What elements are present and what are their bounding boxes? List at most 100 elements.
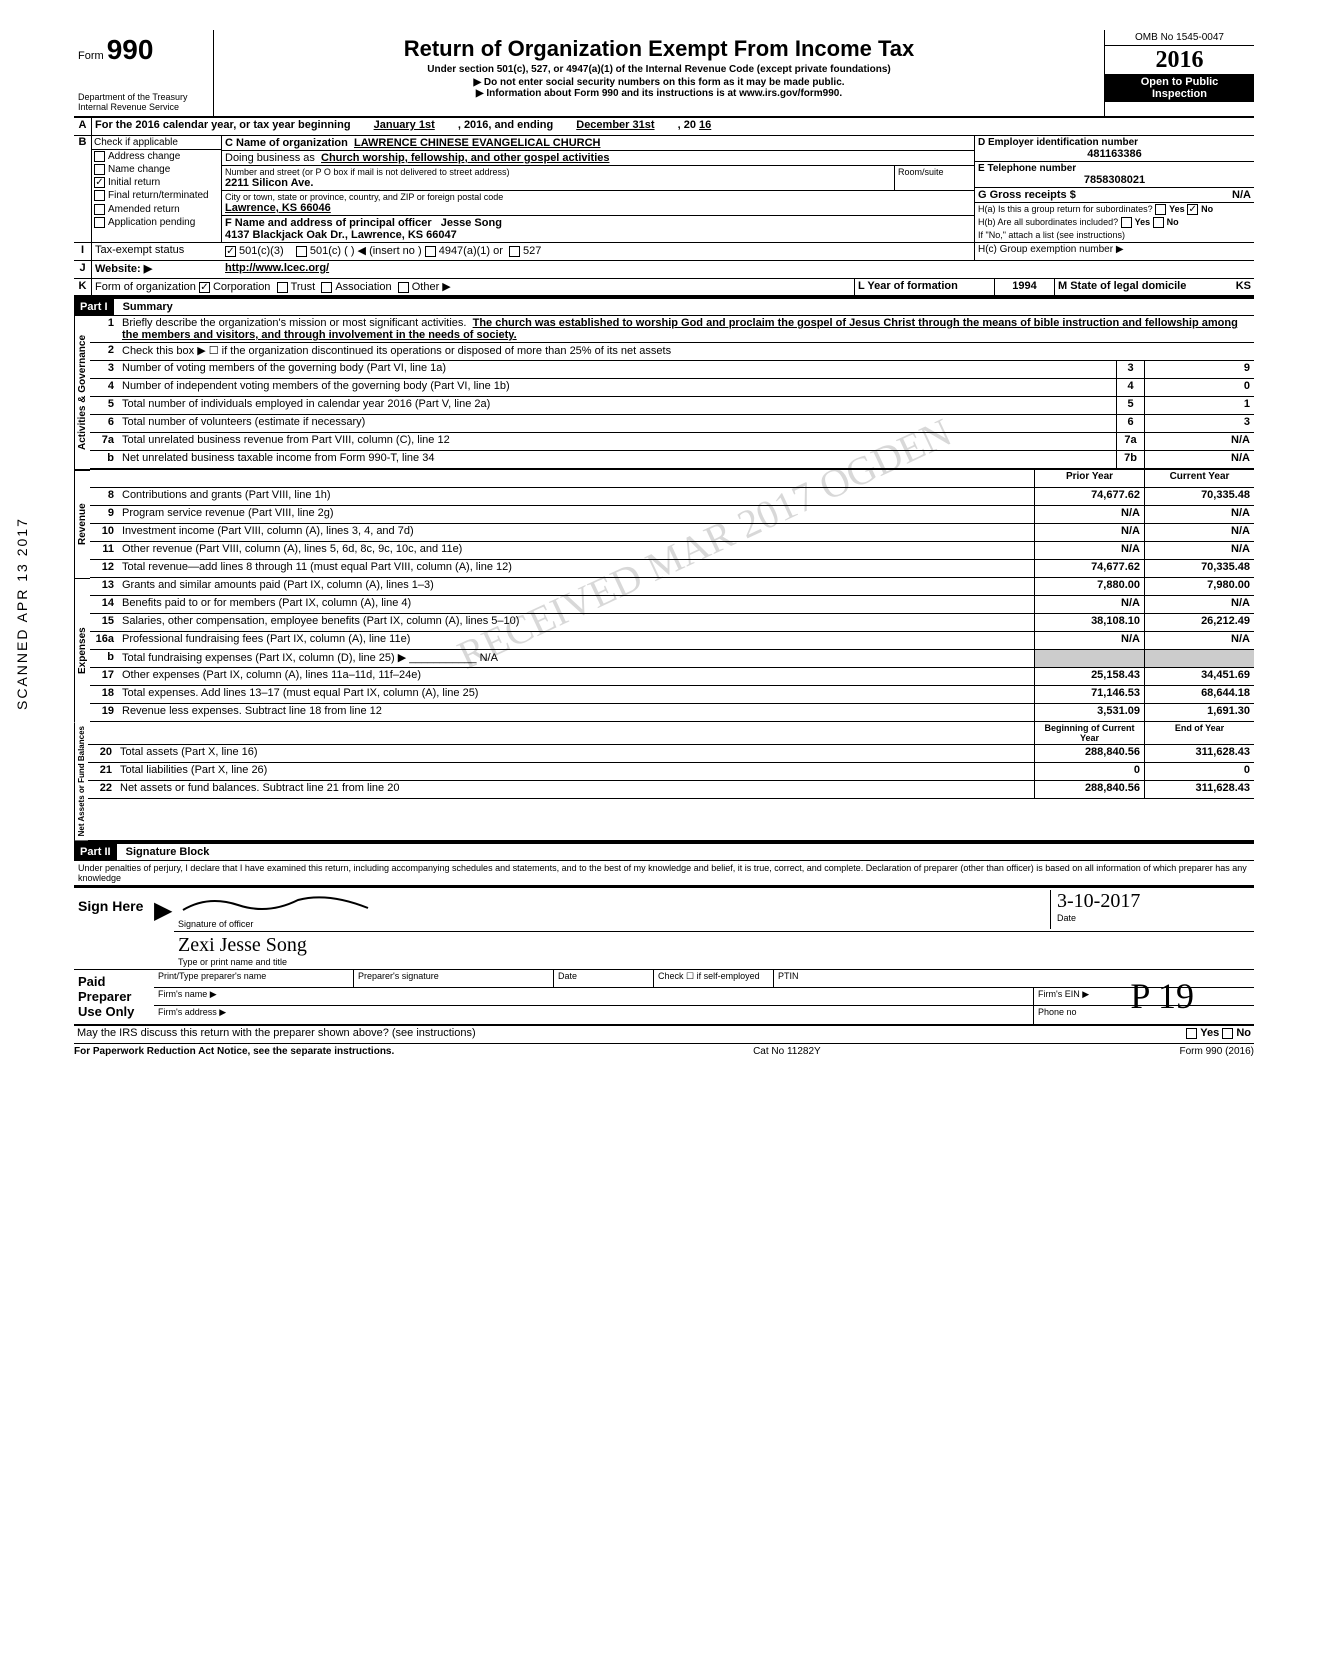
row-prior: N/A: [1034, 632, 1144, 649]
row-num: 15: [90, 614, 120, 631]
line-a-begin: January 1st: [354, 119, 455, 131]
row-box: 6: [1116, 415, 1144, 432]
sign-here-label: Sign Here: [74, 888, 154, 969]
row-val: N/A: [1144, 433, 1254, 450]
discuss-no: No: [1236, 1027, 1251, 1039]
opt-pending: Application pending: [108, 217, 195, 228]
chk-trust[interactable]: [277, 282, 288, 293]
row-label: Contributions and grants (Part VIII, lin…: [120, 488, 1034, 505]
vtab-expenses: Expenses: [74, 578, 90, 722]
tax-year: 2016: [1156, 47, 1204, 73]
row-2-num: 2: [90, 343, 120, 360]
row-num: 10: [90, 524, 120, 541]
row-curr: 1,691.30: [1144, 704, 1254, 721]
row-curr: N/A: [1144, 524, 1254, 541]
firm-addr-label: Firm's address ▶: [154, 1006, 1034, 1024]
row-prior: 25,158.43: [1034, 668, 1144, 685]
chk-discuss-yes[interactable]: [1186, 1028, 1197, 1039]
row-curr: 311,628.43: [1144, 745, 1254, 762]
row-label: Net assets or fund balances. Subtract li…: [118, 781, 1034, 798]
row-prior: N/A: [1034, 506, 1144, 523]
opt-final: Final return/terminated: [108, 191, 209, 202]
row-prior: 288,840.56: [1034, 781, 1144, 798]
row-num: 18: [90, 686, 120, 703]
chk-initial[interactable]: ✓: [94, 177, 105, 188]
hb-yes: Yes: [1135, 217, 1151, 227]
opt-trust: Trust: [291, 281, 316, 293]
row-label: Other expenses (Part IX, column (A), lin…: [120, 668, 1034, 685]
part2-title: Signature Block: [120, 846, 210, 858]
row-prior: 0: [1034, 763, 1144, 780]
form-label: Form: [78, 50, 104, 62]
cat-no: Cat No 11282Y: [753, 1046, 821, 1057]
chk-4947[interactable]: [425, 246, 436, 257]
sig-date: 3-10-2017: [1057, 890, 1250, 913]
main-title: Return of Organization Exempt From Incom…: [222, 36, 1096, 62]
chk-corp[interactable]: ✓: [199, 282, 210, 293]
row-num: 4: [90, 379, 120, 396]
row-prior: 71,146.53: [1034, 686, 1144, 703]
row-label: Total expenses. Add lines 13–17 (must eq…: [120, 686, 1034, 703]
typed-name: Zexi Jesse Song: [178, 934, 307, 956]
q1-label: Briefly describe the organization's miss…: [122, 317, 466, 329]
chk-ha-no[interactable]: ✓: [1187, 204, 1198, 215]
discuss-yes: Yes: [1200, 1027, 1219, 1039]
chk-assoc[interactable]: [321, 282, 332, 293]
row-num: b: [90, 451, 120, 468]
form-header: Form 990 Department of the Treasury Inte…: [74, 30, 1254, 118]
row-num: 22: [88, 781, 118, 798]
line-m-label: M State of legal domicile: [1058, 280, 1186, 292]
chk-name[interactable]: [94, 164, 105, 175]
sig-date-label: Date: [1057, 913, 1250, 923]
row-label: Net unrelated business taxable income fr…: [120, 451, 1116, 468]
chk-hb-yes[interactable]: [1121, 217, 1132, 228]
row-val: 9: [1144, 361, 1254, 378]
scan-stamp: SCANNED APR 13 2017: [14, 517, 30, 710]
q2-label: Check this box ▶ ☐ if the organization d…: [120, 343, 1254, 360]
chk-501c[interactable]: [296, 246, 307, 257]
opt-initial: Initial return: [108, 177, 160, 188]
col-begin: Beginning of Current Year: [1034, 722, 1144, 744]
gross-receipts: N/A: [1232, 189, 1251, 201]
chk-amended[interactable]: [94, 204, 105, 215]
chk-hb-no[interactable]: [1153, 217, 1164, 228]
row-label: Salaries, other compensation, employee b…: [120, 614, 1034, 631]
sig-officer-label: Signature of officer: [178, 919, 1050, 929]
line-b-label: Check if applicable: [92, 136, 221, 150]
line-i-letter: I: [74, 243, 92, 260]
perjury-text: Under penalties of perjury, I declare th…: [74, 861, 1254, 886]
line-j-letter: J: [74, 261, 92, 278]
open-public-2: Inspection: [1107, 88, 1252, 100]
chk-other[interactable]: [398, 282, 409, 293]
row-num: 20: [88, 745, 118, 762]
chk-527[interactable]: [509, 246, 520, 257]
row-label: Program service revenue (Part VIII, line…: [120, 506, 1034, 523]
line-j-label: Website: ▶: [92, 261, 222, 278]
row-label: Benefits paid to or for members (Part IX…: [120, 596, 1034, 613]
preparer-label: Paid Preparer Use Only: [74, 970, 154, 1024]
chk-address[interactable]: [94, 151, 105, 162]
prep-sig-label: Preparer's signature: [354, 970, 554, 987]
vtab-revenue: Revenue: [74, 470, 90, 578]
chk-pending[interactable]: [94, 217, 105, 228]
line-e-label: E Telephone number: [978, 163, 1251, 174]
info-url: ▶ Information about Form 990 and its ins…: [222, 88, 1096, 99]
row-label: Total liabilities (Part X, line 26): [118, 763, 1034, 780]
row-num: 5: [90, 397, 120, 414]
row-num: 16a: [90, 632, 120, 649]
row-curr: N/A: [1144, 542, 1254, 559]
line-hb-label: H(b) Are all subordinates included?: [978, 217, 1118, 227]
row-num: 14: [90, 596, 120, 613]
chk-501c3[interactable]: ✓: [225, 246, 236, 257]
chk-ha-yes[interactable]: [1155, 204, 1166, 215]
row-box: 3: [1116, 361, 1144, 378]
chk-final[interactable]: [94, 190, 105, 201]
city-label: City or town, state or province, country…: [225, 192, 971, 202]
row-label: Number of independent voting members of …: [120, 379, 1116, 396]
ssn-warning: ▶ Do not enter social security numbers o…: [222, 77, 1096, 88]
row-curr: N/A: [1144, 632, 1254, 649]
chk-discuss-no[interactable]: [1222, 1028, 1233, 1039]
row-curr: 311,628.43: [1144, 781, 1254, 798]
row-label: Total fundraising expenses (Part IX, col…: [120, 650, 1034, 667]
row-prior: 3,531.09: [1034, 704, 1144, 721]
